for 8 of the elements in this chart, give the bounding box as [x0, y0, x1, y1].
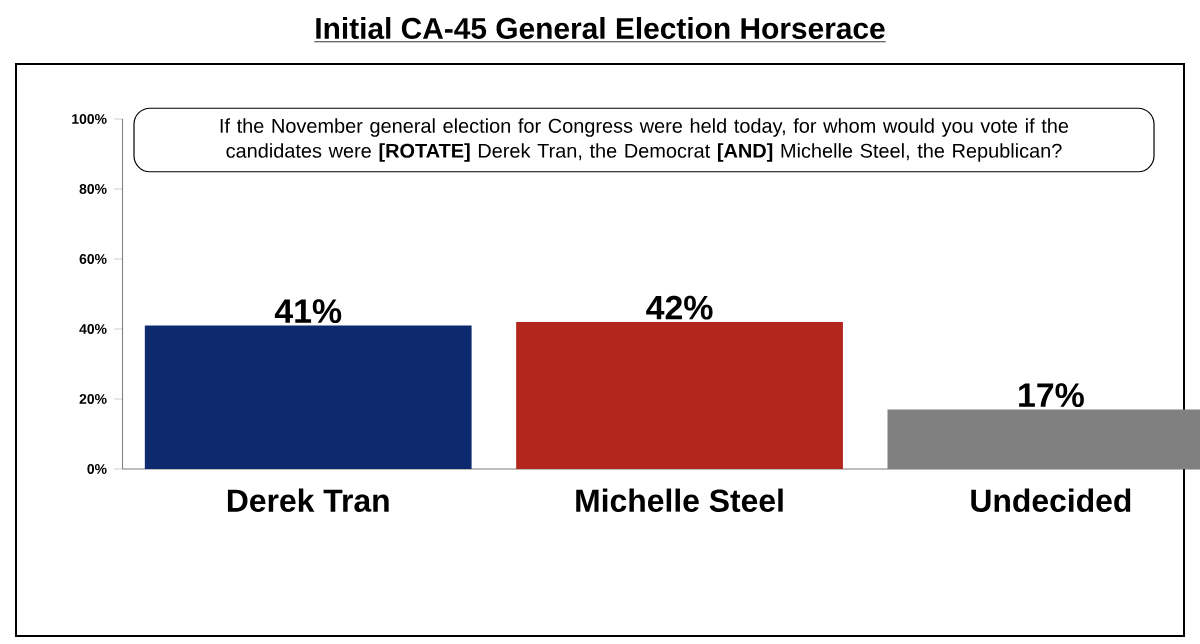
x-tick-label: Undecided	[971, 488, 1131, 512]
annotation: If the November general election for Congress were held today, for whom would you vote if the candidates were [ROTATE] Derek Tran, the Democrat [AND] Michelle Steel, the Republican?	[220, 118, 1069, 162]
data-label: 17%	[1019, 383, 1084, 408]
chart-title: Initial CA-45 General Election Horserace	[316, 17, 885, 39]
data-label: 41%	[274, 299, 342, 324]
data-label: 42%	[646, 295, 713, 320]
x-tick-label: Derek Tran	[227, 488, 389, 512]
x-tick-label: Michelle Steel	[576, 488, 783, 512]
